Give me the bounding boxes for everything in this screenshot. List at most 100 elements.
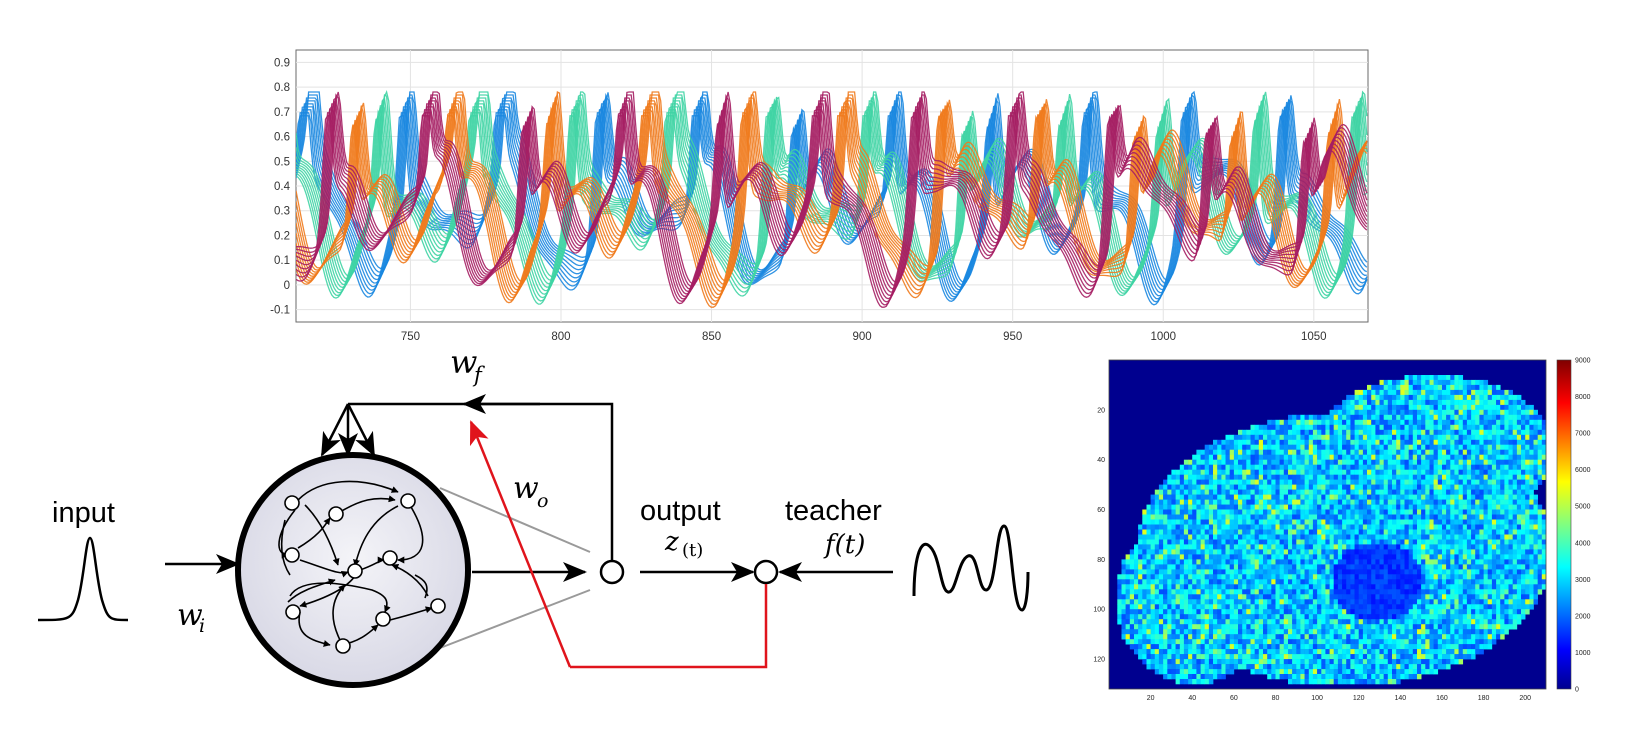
- heatmap-cell: [1238, 474, 1243, 480]
- heatmap-cell: [1167, 484, 1172, 490]
- heatmap-cell: [1417, 594, 1422, 600]
- heatmap-cell: [1471, 639, 1476, 645]
- heatmap-cell: [1508, 554, 1513, 560]
- heatmap-cell: [1263, 544, 1268, 550]
- heatmap-cell: [1217, 584, 1222, 590]
- heatmap-cell: [1442, 519, 1447, 525]
- heatmap-cell: [1487, 494, 1493, 500]
- heatmap-cell: [1362, 514, 1368, 520]
- heatmap-cell: [1242, 594, 1247, 600]
- heatmap-cell: [1354, 609, 1360, 615]
- heatmap-cell: [1271, 614, 1276, 620]
- heatmap-cell: [1417, 404, 1422, 411]
- heatmap-cell: [1271, 429, 1276, 436]
- heatmap-cell: [1429, 624, 1434, 630]
- heatmap-cell: [1392, 509, 1397, 515]
- heatmap-cell: [1437, 459, 1443, 465]
- heatmap-cell: [1521, 494, 1526, 500]
- heatmap-cell: [1491, 479, 1497, 485]
- heatmap-cell: [1454, 539, 1459, 545]
- heatmap-cell: [1354, 399, 1360, 406]
- heatmap-cell: [1392, 649, 1397, 655]
- heatmap-cell: [1196, 464, 1201, 470]
- heatmap-cell: [1358, 459, 1364, 465]
- heatmap-cell: [1296, 644, 1301, 650]
- heatmap-cell: [1283, 469, 1289, 475]
- heatmap-cell: [1496, 414, 1501, 421]
- heatmap-cell: [1521, 469, 1526, 475]
- heatmap-cell: [1433, 454, 1439, 460]
- heatmap-cell: [1350, 524, 1355, 530]
- heatmap-cell: [1408, 614, 1414, 620]
- heatmap-cell: [1508, 549, 1513, 555]
- heatmap-cell: [1271, 644, 1276, 650]
- heatmap-cell: [1466, 494, 1472, 500]
- heatmap-cell: [1491, 394, 1497, 401]
- heatmap-cell: [1446, 619, 1451, 625]
- heatmap-cell: [1446, 394, 1451, 401]
- heatmap-cell: [1254, 589, 1260, 595]
- heatmap-cell: [1367, 534, 1372, 540]
- heatmap-cell: [1204, 494, 1210, 500]
- heatmap-cell: [1163, 604, 1168, 610]
- heatmap-cell: [1208, 614, 1214, 620]
- heatmap-cell: [1412, 599, 1418, 605]
- heatmap-cell: [1387, 659, 1393, 665]
- heatmap-cell: [1475, 524, 1480, 530]
- heatmap-cell: [1525, 574, 1530, 580]
- heatmap-cell: [1504, 414, 1509, 421]
- heatmap-cell: [1417, 444, 1422, 450]
- heatmap-cell: [1358, 609, 1364, 615]
- heatmap-cell: [1537, 569, 1543, 575]
- heatmap-cell: [1321, 504, 1326, 510]
- heatmap-cell: [1458, 474, 1464, 480]
- heatmap-cell: [1404, 499, 1409, 505]
- heatmap-cell: [1396, 564, 1401, 570]
- heatmap-cell: [1167, 589, 1172, 595]
- heatmap-cell: [1304, 644, 1310, 650]
- heatmap-cell: [1487, 409, 1493, 416]
- heatmap-cell: [1317, 419, 1322, 426]
- heatmap-cell: [1188, 564, 1193, 570]
- heatmap-cell: [1312, 659, 1318, 665]
- heatmap-cell: [1496, 514, 1501, 520]
- heatmap-cell: [1200, 634, 1206, 640]
- heatmap-cell: [1275, 599, 1280, 605]
- heatmap-cell: [1288, 554, 1293, 560]
- heatmap-cell: [1433, 389, 1439, 396]
- heatmap-cell: [1442, 409, 1447, 416]
- heatmap-cell: [1400, 394, 1405, 401]
- heatmap-cell: [1458, 414, 1464, 421]
- heatmap-cell: [1204, 524, 1210, 530]
- heatmap-cell: [1250, 649, 1255, 655]
- heatmap-cell: [1442, 474, 1447, 480]
- heatmap-cell: [1233, 614, 1239, 620]
- heatmap-cell: [1400, 454, 1405, 460]
- heatmap-cell: [1179, 649, 1185, 655]
- heatmap-cell: [1175, 584, 1181, 590]
- heatmap-cell: [1238, 659, 1243, 665]
- heatmap-cell: [1417, 434, 1422, 441]
- heatmap-cell: [1246, 609, 1251, 615]
- heatmap-cell: [1312, 419, 1318, 426]
- heatmap-cell: [1329, 659, 1335, 665]
- heatmap-cell: [1354, 644, 1360, 650]
- heatmap-cell: [1429, 554, 1434, 560]
- heatmap-cell: [1346, 514, 1351, 520]
- heatmap-cell: [1208, 554, 1214, 560]
- heatmap-cell: [1263, 534, 1268, 540]
- heatmap-cell: [1442, 559, 1447, 565]
- heatmap-cell: [1267, 539, 1272, 545]
- heatmap-cell: [1466, 524, 1472, 530]
- heatmap-cell: [1362, 594, 1368, 600]
- heatmap-cell: [1508, 579, 1513, 585]
- heatmap-cell: [1425, 429, 1430, 436]
- heatmap-cell: [1329, 434, 1335, 441]
- heatmap-cell: [1229, 499, 1235, 505]
- heatmap-cell: [1392, 539, 1397, 545]
- heatmap-cell: [1450, 429, 1455, 436]
- heatmap-cell: [1446, 534, 1451, 540]
- heatmap-cell: [1496, 524, 1501, 530]
- heatmap-cell: [1400, 614, 1405, 620]
- heatmap-cell: [1283, 559, 1289, 565]
